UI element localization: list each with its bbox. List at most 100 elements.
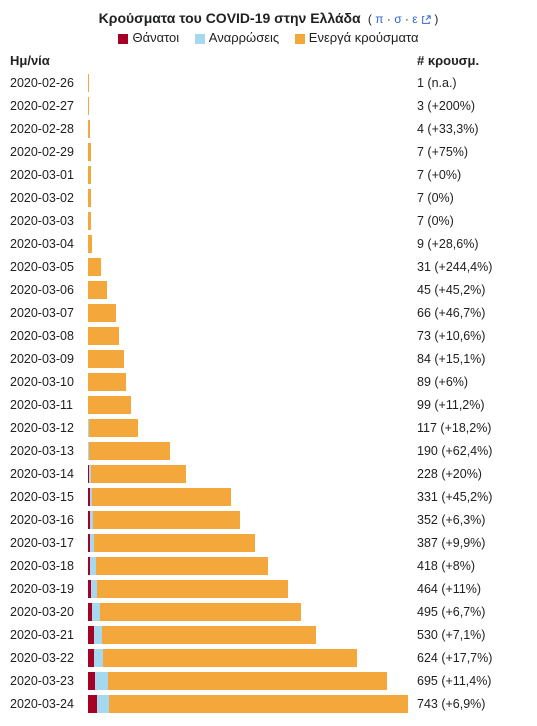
bar-seg-active bbox=[92, 488, 230, 506]
row-bar bbox=[88, 74, 411, 92]
table-row: 2020-03-13 190 (+62,4%) bbox=[10, 440, 527, 462]
row-count: 66 (+46,7%) bbox=[411, 306, 527, 320]
row-bar bbox=[88, 212, 411, 230]
table-row: 2020-03-16352 (+6,3%) bbox=[10, 509, 527, 531]
table-row: 2020-02-297 (+75%) bbox=[10, 141, 527, 163]
bar-seg-active bbox=[94, 534, 254, 552]
legend: Θάνατοι Αναρρώσεις Ενεργά κρούσματα bbox=[10, 30, 527, 45]
row-date: 2020-02-28 bbox=[10, 122, 88, 136]
row-date: 2020-03-05 bbox=[10, 260, 88, 274]
row-count: 4 (+33,3%) bbox=[411, 122, 527, 136]
bar-seg-active bbox=[100, 603, 301, 621]
title-links: ( π · σ · ε ) bbox=[365, 12, 439, 26]
row-bar bbox=[88, 189, 411, 207]
row-date: 2020-03-22 bbox=[10, 651, 88, 665]
table-row: 2020-02-28 4 (+33,3%) bbox=[10, 118, 527, 140]
table-row: 2020-03-1089 (+6%) bbox=[10, 371, 527, 393]
table-row: 2020-03-09 84 (+15,1%) bbox=[10, 348, 527, 370]
bar-seg-active bbox=[93, 511, 239, 529]
table-row: 2020-03-08 73 (+10,6%) bbox=[10, 325, 527, 347]
bar-seg-active bbox=[88, 373, 126, 391]
table-row: 2020-02-27 3 (+200%) bbox=[10, 95, 527, 117]
row-date: 2020-03-18 bbox=[10, 559, 88, 573]
row-count: 464 (+11%) bbox=[411, 582, 527, 596]
row-count: 45 (+45,2%) bbox=[411, 283, 527, 297]
row-date: 2020-03-02 bbox=[10, 191, 88, 205]
row-bar bbox=[88, 419, 411, 437]
row-date: 2020-03-21 bbox=[10, 628, 88, 642]
bar-seg-active bbox=[88, 120, 90, 138]
row-bar bbox=[88, 166, 411, 184]
link-e[interactable]: ε bbox=[412, 12, 417, 26]
bar-seg-active bbox=[88, 396, 130, 414]
row-count: 387 (+9,9%) bbox=[411, 536, 527, 550]
row-bar bbox=[88, 557, 411, 575]
bar-seg-recov bbox=[97, 695, 109, 713]
bar-seg-active bbox=[88, 97, 89, 115]
row-count: 743 (+6,9%) bbox=[411, 697, 527, 711]
row-bar bbox=[88, 603, 411, 621]
table-row: 2020-03-02 7 (0%) bbox=[10, 187, 527, 209]
row-bar bbox=[88, 695, 411, 713]
row-date: 2020-03-08 bbox=[10, 329, 88, 343]
row-date: 2020-02-27 bbox=[10, 99, 88, 113]
row-count: 228 (+20%) bbox=[411, 467, 527, 481]
row-count: 9 (+28,6%) bbox=[411, 237, 527, 251]
link-v[interactable]: π bbox=[375, 12, 383, 26]
table-row: 2020-03-0645 (+45,2%) bbox=[10, 279, 527, 301]
bar-seg-recov bbox=[94, 649, 102, 667]
row-count: 3 (+200%) bbox=[411, 99, 527, 113]
chart-rows: 2020-02-261 (n.a.)2020-02-273 (+200%)202… bbox=[10, 72, 527, 715]
row-date: 2020-03-01 bbox=[10, 168, 88, 182]
bar-seg-active bbox=[108, 672, 388, 690]
bar-seg-active bbox=[88, 258, 101, 276]
row-bar bbox=[88, 97, 411, 115]
row-date: 2020-03-09 bbox=[10, 352, 88, 366]
table-row: 2020-03-14228 (+20%) bbox=[10, 463, 527, 485]
table-row: 2020-03-23695 (+11,4%) bbox=[10, 670, 527, 692]
table-row: 2020-03-19464 (+11%) bbox=[10, 578, 527, 600]
table-row: 2020-03-24 743 (+6,9%) bbox=[10, 693, 527, 715]
row-count: 695 (+11,4%) bbox=[411, 674, 527, 688]
row-count: 7 (0%) bbox=[411, 214, 527, 228]
row-date: 2020-02-29 bbox=[10, 145, 88, 159]
link-s[interactable]: σ bbox=[394, 12, 401, 26]
bar-seg-recov bbox=[95, 672, 107, 690]
row-bar bbox=[88, 327, 411, 345]
row-count: 1 (n.a.) bbox=[411, 76, 527, 90]
row-bar bbox=[88, 442, 411, 460]
bar-seg-active bbox=[89, 442, 170, 460]
header-bar bbox=[88, 53, 417, 68]
row-count: 84 (+15,1%) bbox=[411, 352, 527, 366]
row-bar bbox=[88, 534, 411, 552]
row-bar bbox=[88, 350, 411, 368]
table-row: 2020-03-17387 (+9,9%) bbox=[10, 532, 527, 554]
bar-seg-active bbox=[88, 235, 92, 253]
row-date: 2020-03-13 bbox=[10, 444, 88, 458]
row-count: 73 (+10,6%) bbox=[411, 329, 527, 343]
table-row: 2020-03-21530 (+7,1%) bbox=[10, 624, 527, 646]
row-count: 495 (+6,7%) bbox=[411, 605, 527, 619]
table-row: 2020-03-049 (+28,6%) bbox=[10, 233, 527, 255]
row-count: 7 (+0%) bbox=[411, 168, 527, 182]
bar-seg-active bbox=[103, 649, 357, 667]
row-date: 2020-03-24 bbox=[10, 697, 88, 711]
row-count: 7 (0%) bbox=[411, 191, 527, 205]
row-bar bbox=[88, 649, 411, 667]
row-date: 2020-03-03 bbox=[10, 214, 88, 228]
row-count: 190 (+62,4%) bbox=[411, 444, 527, 458]
legend-deaths: Θάνατοι bbox=[118, 30, 179, 45]
row-bar bbox=[88, 235, 411, 253]
bar-seg-deaths bbox=[88, 695, 97, 713]
row-date: 2020-03-11 bbox=[10, 398, 88, 412]
row-bar bbox=[88, 304, 411, 322]
bar-seg-active bbox=[88, 350, 124, 368]
table-row: 2020-03-20495 (+6,7%) bbox=[10, 601, 527, 623]
bar-seg-active bbox=[97, 580, 287, 598]
table-row: 2020-03-15331 (+45,2%) bbox=[10, 486, 527, 508]
row-count: 31 (+244,4%) bbox=[411, 260, 527, 274]
row-date: 2020-02-26 bbox=[10, 76, 88, 90]
bar-seg-active bbox=[88, 212, 91, 230]
row-date: 2020-03-10 bbox=[10, 375, 88, 389]
row-date: 2020-03-15 bbox=[10, 490, 88, 504]
